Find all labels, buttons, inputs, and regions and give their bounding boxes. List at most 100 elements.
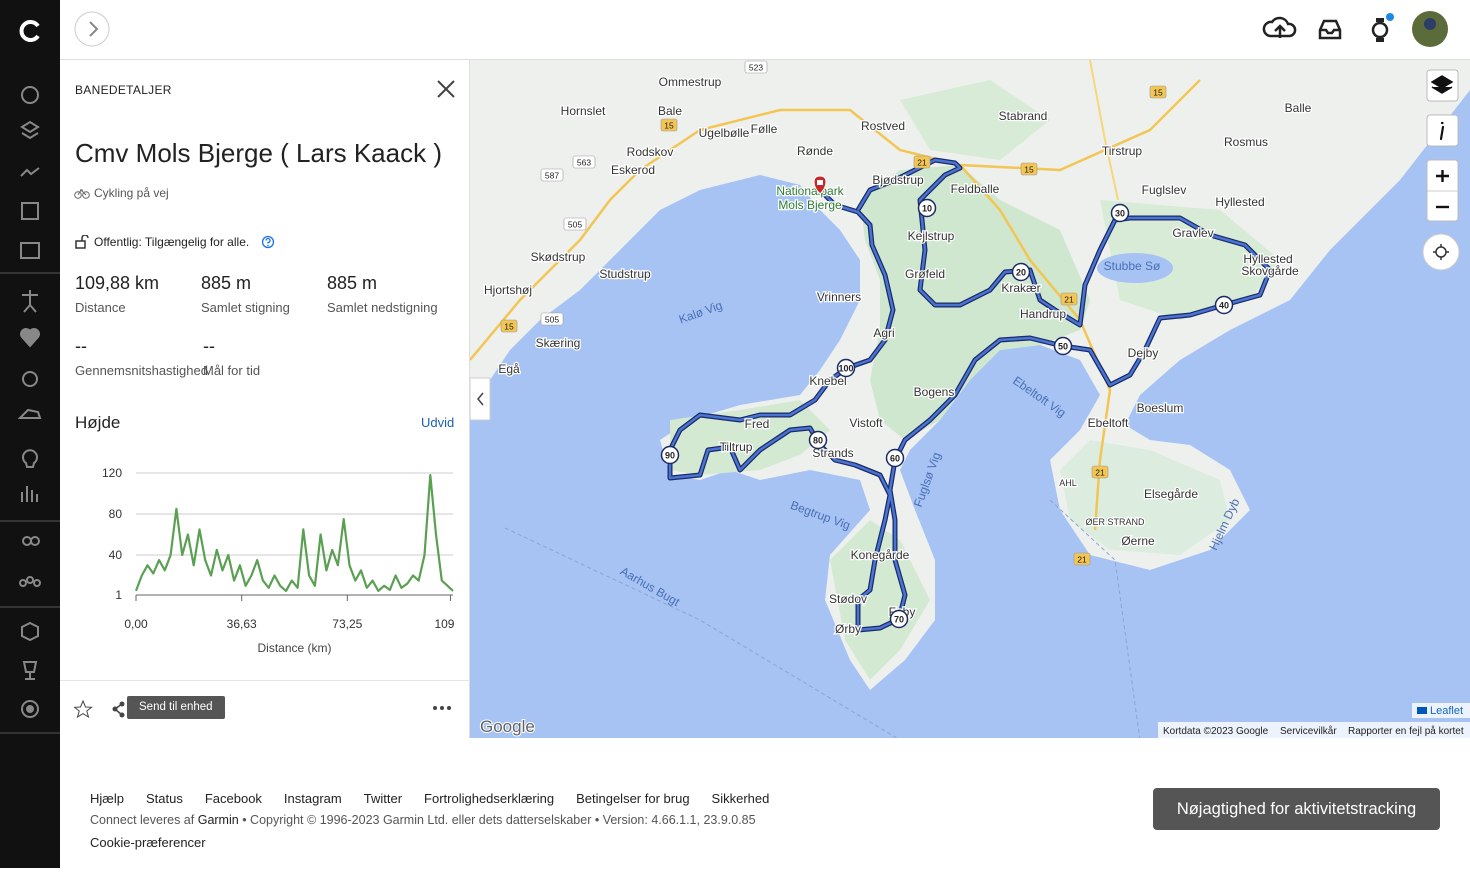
y-tick-label: 1 — [115, 588, 122, 602]
favorite-icon[interactable] — [74, 700, 93, 719]
upload-icon[interactable] — [1262, 16, 1297, 38]
road-number: 15 — [664, 121, 674, 131]
road-shield — [744, 60, 768, 74]
x-tick-label: 0,00 — [124, 617, 148, 631]
footer-link[interactable]: Facebook — [204, 791, 262, 806]
cookie-link[interactable]: Cookie-præferencer — [90, 835, 206, 850]
place-label: Egå — [498, 362, 520, 376]
google-logo: Google — [480, 717, 535, 736]
lake — [1097, 253, 1173, 283]
footer-link[interactable]: Twitter — [363, 791, 403, 806]
distance-marker — [1214, 295, 1234, 315]
device-icon[interactable] — [1371, 21, 1389, 39]
nav-icons — [0, 86, 60, 734]
stat-label: Samlet nedstigning — [327, 300, 438, 315]
y-tick-label: 80 — [109, 507, 123, 521]
expand-link[interactable]: Udvid — [421, 415, 455, 430]
distance-label: 60 — [890, 453, 900, 463]
road-number: 505 — [545, 315, 559, 325]
map-controls — [470, 69, 1460, 421]
elevation-chart: 1 40 80 120 0,00 36,63 73,25 109 Distance (km) — [102, 466, 455, 655]
footer-link[interactable]: Sikkerhed — [711, 791, 770, 806]
map[interactable]: Ommestrup Hornslet Bale Ugelbølle Følle Rostv… — [470, 60, 1470, 738]
place-label: Vistoft — [849, 416, 883, 430]
place-label: Elsegårde — [1144, 487, 1198, 501]
attribution[interactable]: Rapporter en fejl på kortet — [1348, 725, 1464, 737]
collapse-tab[interactable] — [470, 377, 491, 421]
y-tick-label: 120 — [102, 466, 122, 480]
inbox-icon[interactable] — [1318, 19, 1342, 40]
distance-marker — [1053, 336, 1073, 356]
road-shield — [1149, 85, 1167, 99]
place-label: Ebeltoft — [1088, 416, 1129, 430]
road-number: 21 — [1064, 295, 1074, 305]
place-label: Eskerod — [611, 163, 655, 177]
panel-heading: BANEDETALJER — [75, 83, 172, 97]
road-number: 15 — [1024, 165, 1034, 175]
attribution[interactable]: Servicevilkår — [1280, 725, 1337, 737]
stat-value: 885 m — [201, 273, 252, 293]
place-label: Dejby — [1128, 346, 1159, 360]
distance-marker — [1011, 262, 1031, 282]
distance-marker — [660, 445, 680, 465]
pin-flag — [817, 180, 823, 185]
place-label: Hjortshøj — [484, 283, 532, 297]
place-label: Rostved — [861, 119, 905, 133]
map-canvas[interactable]: Ommestrup Hornslet Bale Ugelbølle Følle Rostv… — [470, 60, 1470, 738]
attribution: Kortdata ©2023 Google — [1163, 726, 1269, 737]
place-label: Handrup — [1020, 307, 1066, 321]
top-bar — [60, 0, 1470, 60]
footer-link[interactable]: Betingelser for brug — [576, 791, 690, 806]
place-label: Hyllested — [1243, 252, 1292, 266]
road-number: 15 — [504, 322, 514, 332]
road-shield — [1060, 292, 1078, 306]
forest — [830, 520, 930, 680]
place-label: Hornslet — [561, 104, 606, 118]
lock-icon — [75, 235, 89, 249]
place-label: Rodskov — [627, 145, 674, 159]
footer-link[interactable]: Status — [145, 791, 183, 806]
logo[interactable] — [19, 20, 40, 42]
more-menu[interactable] — [432, 704, 454, 712]
device-strap — [1376, 18, 1384, 22]
footer-link[interactable]: Instagram — [283, 791, 342, 806]
expand-button[interactable] — [74, 11, 110, 47]
share-icon[interactable] — [112, 701, 125, 718]
place-label: Stødov — [829, 592, 867, 606]
place-label: Tiltrup — [720, 440, 753, 454]
footer: Hjælp Status Facebook Instagram Twitter Fortr… — [60, 738, 1470, 868]
distance-label: 100 — [838, 363, 853, 373]
road-number: 21 — [1095, 468, 1105, 478]
activity-type: Cykling på vej — [94, 186, 169, 200]
footer-link[interactable]: Hjælp — [90, 791, 124, 806]
info-icon — [1439, 121, 1445, 141]
leaflet-flag — [1417, 707, 1427, 714]
leaflet-link[interactable]: Leaflet — [1430, 705, 1463, 717]
stat-value: -- — [203, 336, 215, 356]
help-icon[interactable] — [261, 235, 275, 249]
distance-label: 50 — [1058, 341, 1068, 351]
x-tick-label: 109 — [434, 617, 454, 631]
accuracy-button[interactable]: Nøjagtighed for aktivitetstracking — [1153, 788, 1440, 830]
place-label: Strands — [812, 446, 853, 460]
distance-marker — [808, 430, 828, 450]
place-label: Følle — [751, 122, 778, 136]
forest — [900, 80, 1050, 160]
brand[interactable]: Garmin — [197, 813, 239, 827]
zoom-in[interactable] — [1436, 170, 1449, 182]
top-icons — [74, 11, 1448, 47]
place-label: Tirstrup — [1102, 144, 1143, 158]
send-button[interactable]: Send til enhed — [127, 696, 225, 719]
road-shield — [1020, 162, 1038, 176]
place-label: Gravlev — [1172, 226, 1213, 240]
ferry-route — [504, 527, 898, 738]
locate-button[interactable] — [1422, 233, 1460, 271]
place-label: Ugelbølle — [699, 126, 750, 140]
footer-link[interactable]: Fortrolighedserklæring — [424, 791, 555, 806]
chevron-icon — [89, 21, 99, 37]
road-number: 523 — [749, 63, 763, 73]
place-label: Bjødstrup — [872, 173, 924, 187]
place-label: Konegårde — [851, 548, 910, 562]
close-button[interactable] — [436, 79, 456, 99]
